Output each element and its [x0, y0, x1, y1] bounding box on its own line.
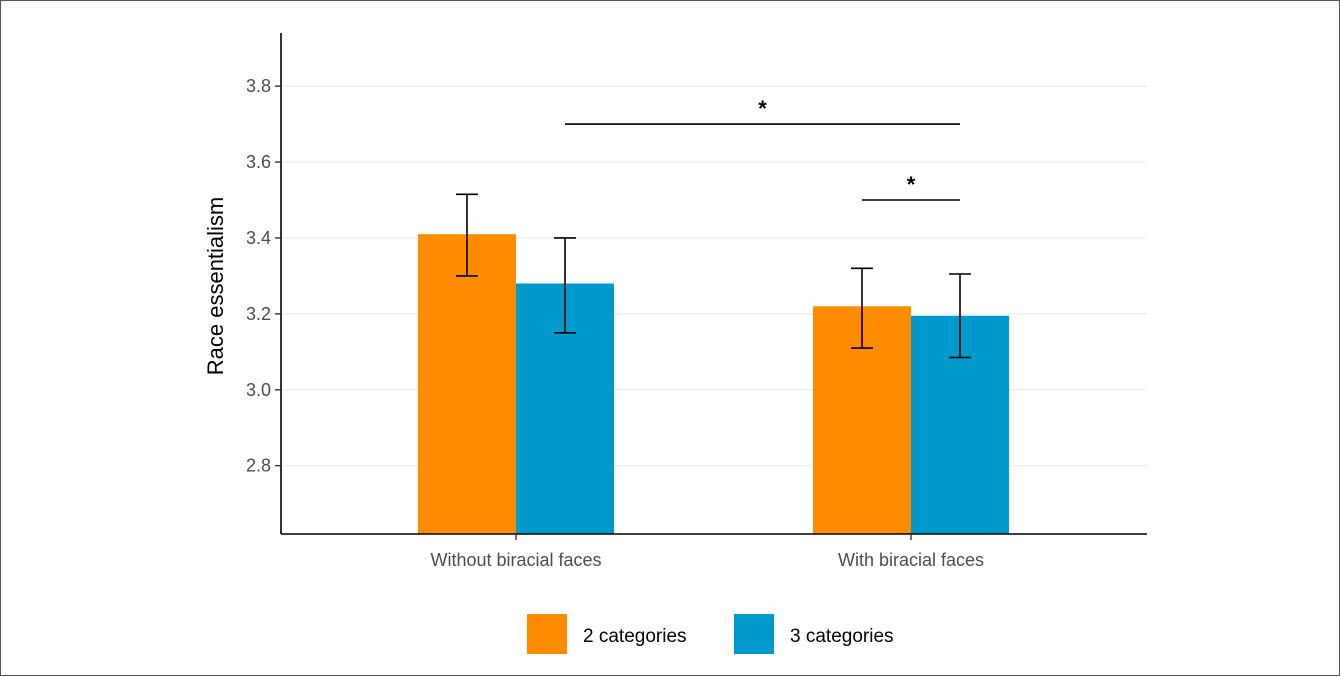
error-bar — [851, 267, 873, 349]
significance-star: * — [907, 172, 916, 197]
x-tick-label: Without biracial faces — [430, 550, 601, 570]
x-tick-label: With biracial faces — [838, 550, 984, 570]
significance-star: * — [758, 96, 767, 121]
error-bars — [456, 193, 971, 359]
legend: 2 categories 3 categories — [527, 614, 894, 654]
y-tick-label: 3.2 — [246, 304, 271, 324]
y-tick-label: 3.6 — [246, 152, 271, 172]
y-tick-label: 3.4 — [246, 228, 271, 248]
legend-label: 2 categories — [583, 626, 687, 647]
significance-annotations: ** — [565, 96, 960, 201]
y-tick-label: 3.0 — [246, 380, 271, 400]
legend-swatch — [734, 614, 774, 654]
y-ticks: 2.8 3.0 3.2 3.4 3.6 3.8 — [246, 76, 281, 476]
error-bar — [554, 237, 576, 334]
gridlines — [281, 85, 1147, 467]
y-tick-label: 2.8 — [246, 456, 271, 476]
error-bar — [456, 193, 478, 277]
legend-item: 3 categories — [734, 614, 894, 654]
bars — [418, 234, 1009, 534]
legend-item: 2 categories — [527, 614, 687, 654]
y-tick-label: 3.8 — [246, 76, 271, 96]
bar — [418, 234, 516, 534]
legend-swatch — [527, 614, 567, 654]
y-axis-label: Race essentialism — [203, 197, 228, 376]
error-bar — [949, 273, 971, 359]
legend-label: 3 categories — [790, 626, 894, 647]
axes — [280, 33, 1147, 535]
x-ticks: Without biracial faces With biracial face… — [430, 534, 984, 570]
